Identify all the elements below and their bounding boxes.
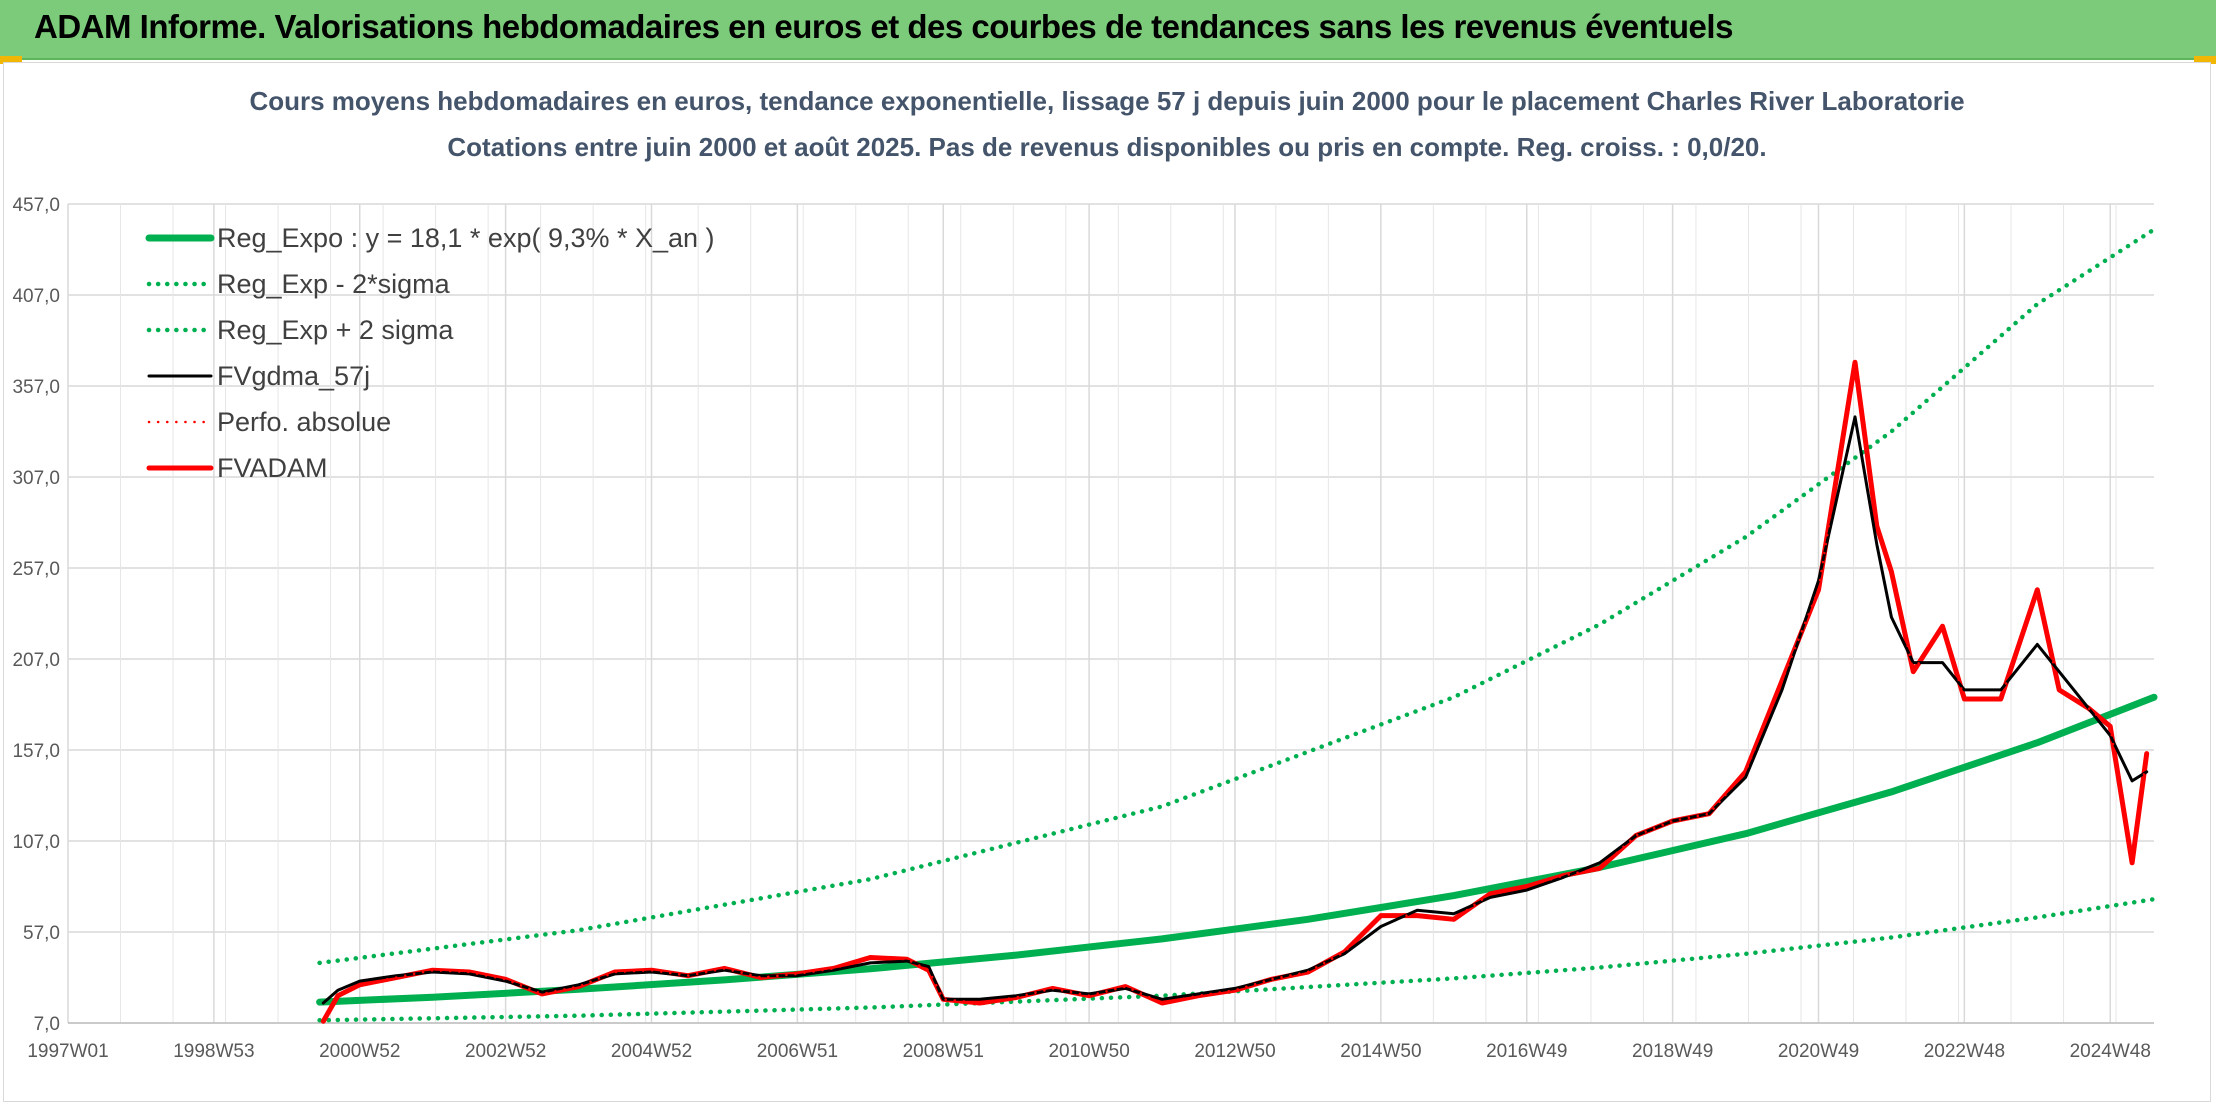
legend-label: FVADAM <box>217 453 328 483</box>
y-tick-label: 157,0 <box>12 741 60 762</box>
legend-label: Perfo. absolue <box>217 407 391 437</box>
x-tick-label: 2012W50 <box>1194 1041 1275 1062</box>
series-line-2 <box>317 227 2157 966</box>
y-tick-label: 257,0 <box>12 559 60 580</box>
y-tick-label: 457,0 <box>12 195 60 216</box>
x-tick-label: 2014W50 <box>1340 1041 1421 1062</box>
x-tick-label: 2018W49 <box>1632 1041 1713 1062</box>
chart-subtitle: Cotations entre juin 2000 et août 2025. … <box>447 132 1766 162</box>
legend-layer: Reg_Expo : y = 18,1 * exp( 9,3% * X_an )… <box>145 223 715 483</box>
chart-panel: 7,0 57,0 107,0 157,0 207,0 257,0 307,0 357,0 407… <box>3 62 2211 1102</box>
grid-layer <box>67 203 2154 1024</box>
chart-title: Cours moyens hebdomadaires en euros, ten… <box>249 86 1964 116</box>
y-tick-label: 307,0 <box>12 468 60 489</box>
y-tick-label: 407,0 <box>12 286 60 307</box>
x-tick-label: 2006W51 <box>757 1041 838 1062</box>
corner-mark-right <box>2194 56 2216 64</box>
x-tick-label: 2022W48 <box>1924 1041 2005 1062</box>
x-tick-label: 2024W48 <box>2070 1041 2151 1062</box>
x-tick-label: 2008W51 <box>903 1041 984 1062</box>
x-tick-label: 2004W52 <box>611 1041 692 1062</box>
report-banner: ADAM Informe. Valorisations hebdomadaire… <box>0 0 2216 60</box>
y-tick-label: 107,0 <box>12 832 60 853</box>
series-line-4 <box>322 361 2148 1023</box>
x-tick-label: 1998W53 <box>173 1041 254 1062</box>
y-tick-label: 57,0 <box>23 923 60 944</box>
report-title: ADAM Informe. Valorisations hebdomadaire… <box>34 8 1733 45</box>
legend-label: FVgdma_57j <box>217 361 370 391</box>
y-tick-label: 7,0 <box>34 1014 60 1035</box>
x-tick-label: 2016W49 <box>1486 1041 1567 1062</box>
x-tick-label: 1997W01 <box>27 1041 108 1062</box>
series-line-0 <box>316 693 2158 1006</box>
line-chart: 7,0 57,0 107,0 157,0 207,0 257,0 307,0 357,0 407… <box>12 86 2158 1062</box>
series-layer <box>316 227 2158 1024</box>
y-tick-label: 357,0 <box>12 377 60 398</box>
legend-label: Reg_Exp - 2*sigma <box>217 269 451 299</box>
series-line-1 <box>317 896 2157 1023</box>
axis-layer: 7,0 57,0 107,0 157,0 207,0 257,0 307,0 357,0 407… <box>12 195 2154 1062</box>
legend-label: Reg_Expo : y = 18,1 * exp( 9,3% * X_an ) <box>217 223 715 253</box>
legend-label: Reg_Exp + 2 sigma <box>217 315 454 345</box>
x-tick-label: 2000W52 <box>319 1041 400 1062</box>
x-tick-label: 2002W52 <box>465 1041 546 1062</box>
x-tick-label: 2020W49 <box>1778 1041 1859 1062</box>
x-tick-label: 2010W50 <box>1048 1041 1129 1062</box>
corner-mark-left <box>0 56 22 64</box>
y-tick-label: 207,0 <box>12 650 60 671</box>
